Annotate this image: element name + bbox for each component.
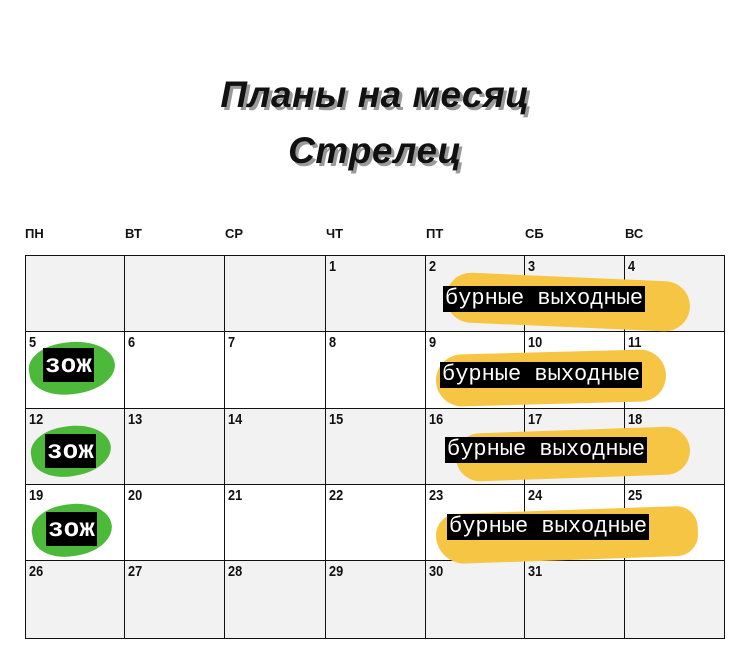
day-number: 5 xyxy=(29,334,37,351)
weekday-header: ПТ xyxy=(426,226,444,241)
day-number: 10 xyxy=(528,334,543,351)
weekday-header: ЧТ xyxy=(326,226,344,241)
day-cell[interactable]: 8 xyxy=(325,331,427,410)
day-cell[interactable]: 20 xyxy=(124,484,226,562)
day-number: 17 xyxy=(528,411,543,428)
day-number: 12 xyxy=(29,411,44,428)
day-cell[interactable]: 28 xyxy=(224,560,327,639)
day-cell[interactable]: 26 xyxy=(25,560,126,639)
day-number: 25 xyxy=(628,487,643,504)
day-cell[interactable]: 29 xyxy=(325,560,427,639)
day-number: 29 xyxy=(329,563,344,580)
day-number: 23 xyxy=(429,487,444,504)
event-weekend[interactable]: бурные выходные xyxy=(445,437,648,463)
day-number: 8 xyxy=(329,334,337,351)
day-number: 1 xyxy=(329,258,337,275)
day-cell[interactable]: 21 xyxy=(224,484,327,562)
event-health[interactable]: зож xyxy=(45,434,96,468)
day-number: 27 xyxy=(128,563,143,580)
event-health[interactable]: зож xyxy=(43,348,94,382)
day-cell[interactable]: 30 xyxy=(425,560,526,639)
event-health[interactable]: зож xyxy=(46,512,97,546)
title-line-2: Стрелец xyxy=(288,130,462,171)
day-number: 26 xyxy=(29,563,44,580)
day-number: 14 xyxy=(228,411,243,428)
day-cell[interactable] xyxy=(624,560,725,639)
day-number: 11 xyxy=(628,334,642,351)
day-cell[interactable]: 7 xyxy=(224,331,327,410)
weekday-header: ВТ xyxy=(125,226,142,241)
day-number: 31 xyxy=(528,563,543,580)
day-number: 30 xyxy=(429,563,444,580)
weekday-header: СР xyxy=(225,226,244,241)
day-cell[interactable]: 6 xyxy=(124,331,226,410)
day-cell[interactable] xyxy=(25,255,126,333)
day-number: 4 xyxy=(628,258,636,275)
event-weekend[interactable]: бурные выходные xyxy=(447,514,650,540)
day-number: 2 xyxy=(429,258,437,275)
day-number: 9 xyxy=(429,334,437,351)
day-number: 24 xyxy=(528,487,543,504)
weekday-header: ПН xyxy=(25,226,44,241)
day-number: 20 xyxy=(128,487,143,504)
day-cell[interactable]: 27 xyxy=(124,560,226,639)
day-cell[interactable]: 14 xyxy=(224,408,327,486)
day-number: 22 xyxy=(329,487,344,504)
event-weekend[interactable]: бурные выходные xyxy=(443,286,646,312)
day-number: 19 xyxy=(29,487,44,504)
day-number: 15 xyxy=(329,411,344,428)
day-cell[interactable] xyxy=(124,255,226,333)
day-number: 21 xyxy=(228,487,243,504)
weekday-header: СБ xyxy=(525,226,544,241)
weekday-header: ВС xyxy=(625,226,644,241)
title-line-1: Планы на месяц xyxy=(220,74,530,115)
day-cell[interactable]: 13 xyxy=(124,408,226,486)
day-number: 16 xyxy=(429,411,444,428)
event-weekend[interactable]: бурные выходные xyxy=(440,362,643,388)
day-number: 3 xyxy=(528,258,536,275)
day-number: 6 xyxy=(128,334,136,351)
day-cell[interactable]: 1 xyxy=(325,255,427,333)
day-number: 7 xyxy=(228,334,236,351)
day-cell[interactable]: 22 xyxy=(325,484,427,562)
day-cell[interactable]: 15 xyxy=(325,408,427,486)
day-number: 18 xyxy=(628,411,643,428)
day-number: 28 xyxy=(228,563,243,580)
day-cell[interactable] xyxy=(224,255,327,333)
day-cell[interactable]: 31 xyxy=(524,560,626,639)
day-number: 13 xyxy=(128,411,143,428)
